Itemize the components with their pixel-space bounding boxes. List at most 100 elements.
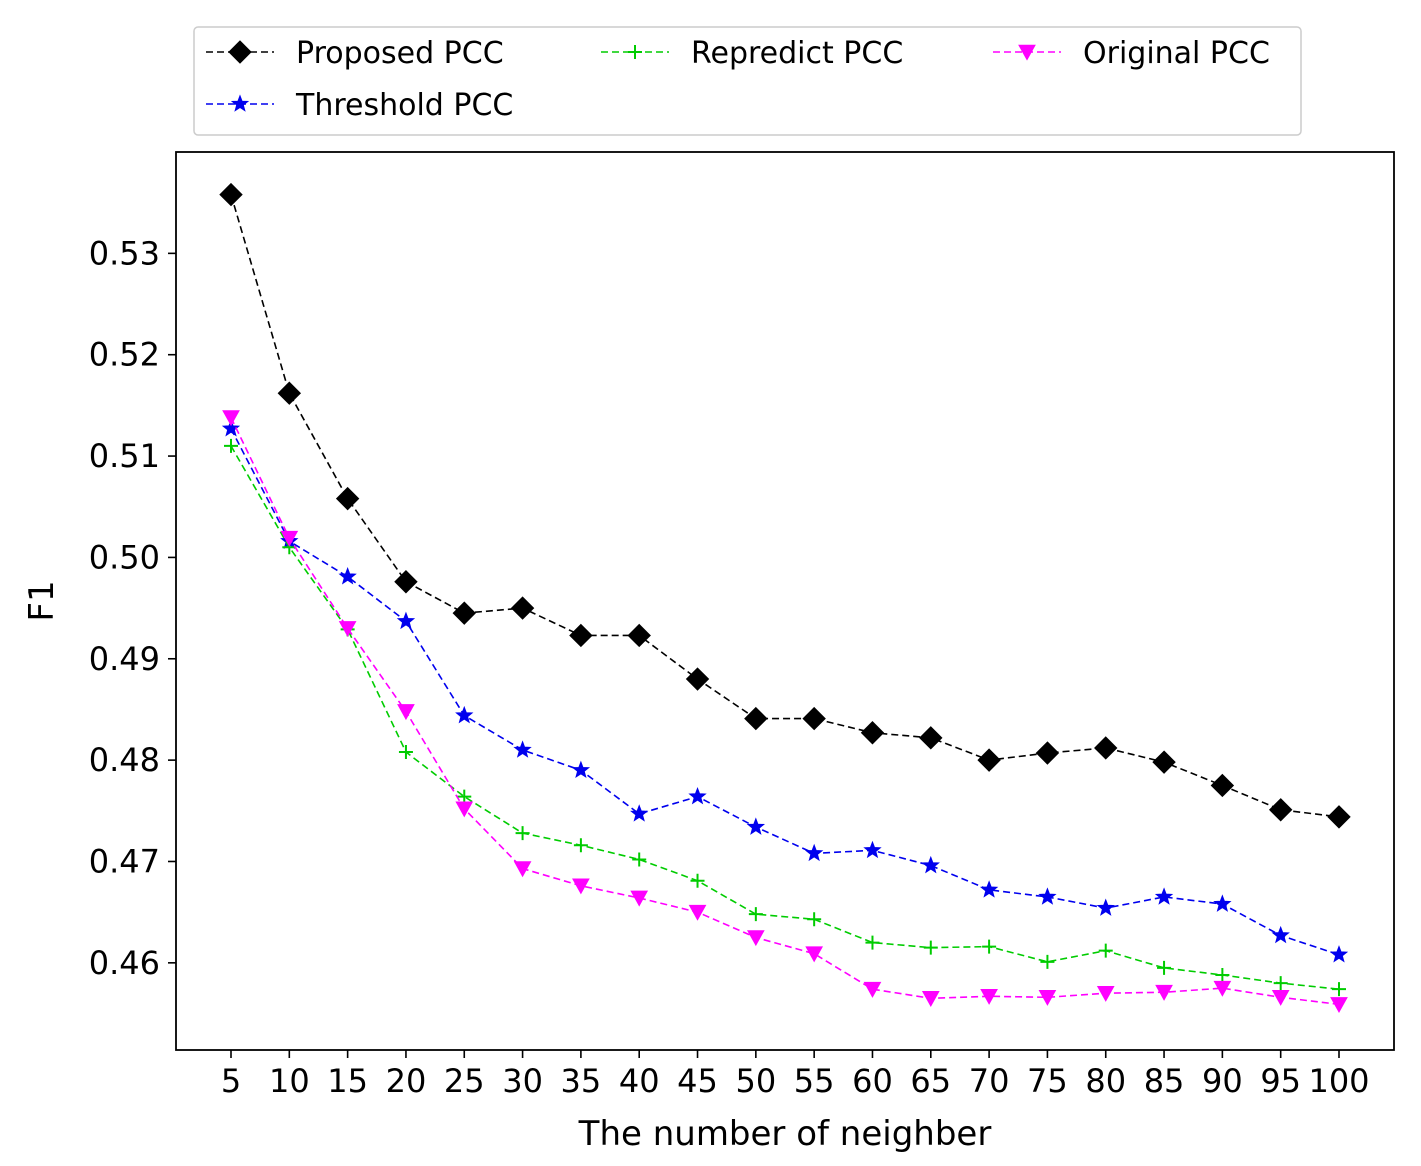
data-point-proposed-pcc: [452, 601, 476, 625]
series-proposed-pcc: [219, 182, 1351, 829]
legend-label: Proposed PCC: [296, 36, 504, 71]
x-tick-label: 40: [619, 1062, 660, 1100]
legend-marker: [230, 94, 250, 112]
data-point-original-pcc: [746, 930, 765, 947]
data-point-original-pcc: [980, 988, 998, 1005]
data-point-repredict-pcc: [1332, 982, 1346, 997]
data-point-original-pcc: [280, 530, 299, 547]
data-point-original-pcc: [222, 410, 240, 427]
data-point-repredict-pcc: [923, 940, 938, 955]
data-point-repredict-pcc: [982, 939, 997, 954]
data-point-repredict-pcc: [1157, 960, 1172, 975]
data-point-original-pcc: [1213, 980, 1232, 997]
data-point-proposed-pcc: [627, 623, 651, 648]
data-point-original-pcc: [1271, 989, 1290, 1006]
legend-marker: [628, 45, 642, 59]
legend-item-repredict-pcc: Repredict PCC: [601, 36, 903, 71]
data-point-proposed-pcc: [569, 623, 593, 648]
data-point-original-pcc: [630, 890, 649, 907]
y-tick-label: 0.51: [89, 437, 160, 475]
data-point-threshold-pcc: [1329, 945, 1349, 963]
data-point-threshold-pcc: [979, 880, 999, 898]
data-point-threshold-pcc: [571, 760, 591, 779]
data-point-proposed-pcc: [510, 596, 535, 620]
legend: Proposed PCC Threshold PCC Repredict PCC Or…: [193, 26, 1302, 136]
data-point-proposed-pcc: [1210, 773, 1235, 798]
y-axis-title: F1: [22, 580, 62, 621]
data-point-repredict-pcc: [224, 438, 238, 453]
data-point-proposed-pcc: [277, 381, 302, 405]
x-tick-label: 55: [794, 1062, 835, 1100]
data-point-threshold-pcc: [338, 567, 357, 585]
legend-item-proposed-pcc: Proposed PCC: [206, 36, 504, 71]
data-point-original-pcc: [863, 981, 882, 998]
data-point-original-pcc: [688, 904, 707, 921]
data-point-proposed-pcc: [1268, 798, 1293, 822]
x-axis-ticks: 5 10 15 20 25 30 35 40 45 50 55 60 65 70 75 80 85 90 95 100: [221, 1050, 1370, 1100]
x-tick-label: 60: [852, 1062, 893, 1100]
legend-label: Repredict PCC: [691, 36, 903, 71]
legend-item-original-pcc: Original PCC: [993, 36, 1270, 71]
data-point-repredict-pcc: [632, 852, 647, 867]
data-point-original-pcc: [921, 991, 940, 1007]
data-point-original-pcc: [1096, 985, 1115, 1002]
data-point-threshold-pcc: [1038, 887, 1057, 905]
x-tick-label: 85: [1144, 1062, 1185, 1100]
x-tick-label: 20: [386, 1062, 427, 1100]
x-tick-label: 15: [327, 1062, 368, 1100]
data-point-threshold-pcc: [863, 840, 882, 859]
data-point-threshold-pcc: [746, 817, 766, 835]
x-axis-title: The number of neighber: [578, 1114, 992, 1154]
data-point-original-pcc: [572, 878, 590, 895]
x-tick-label: 100: [1308, 1062, 1369, 1100]
x-tick-label: 5: [221, 1062, 241, 1100]
data-point-proposed-pcc: [860, 721, 885, 745]
data-point-proposed-pcc: [802, 706, 826, 731]
legend-marker: [1018, 44, 1036, 61]
data-point-threshold-pcc: [1271, 925, 1290, 944]
x-tick-label: 10: [269, 1062, 310, 1100]
series-line-threshold-pcc: [230, 428, 1340, 956]
plot-frame: [175, 151, 1395, 1051]
y-tick-label: 0.52: [89, 336, 160, 374]
data-point-proposed-pcc: [744, 706, 768, 731]
legend-label: Original PCC: [1083, 36, 1270, 71]
data-point-threshold-pcc: [688, 786, 707, 805]
data-point-threshold-pcc: [221, 419, 241, 437]
data-point-original-pcc: [513, 861, 532, 878]
data-point-proposed-pcc: [919, 726, 943, 750]
data-point-proposed-pcc: [394, 570, 418, 594]
data-point-repredict-pcc: [1040, 954, 1055, 969]
x-tick-label: 80: [1085, 1062, 1126, 1100]
data-point-threshold-pcc: [396, 611, 416, 630]
data-point-proposed-pcc: [977, 748, 1001, 772]
series-line-original-pcc: [230, 417, 1340, 1006]
x-tick-label: 30: [502, 1062, 543, 1100]
legend-item-threshold-pcc: Threshold PCC: [206, 88, 513, 123]
y-tick-label: 0.50: [89, 538, 160, 576]
legend-label: Threshold PCC: [295, 88, 513, 123]
data-point-proposed-pcc: [1152, 750, 1176, 774]
data-point-repredict-pcc: [573, 838, 588, 853]
y-tick-label: 0.48: [89, 741, 160, 779]
x-tick-label: 45: [677, 1062, 718, 1100]
data-point-threshold-pcc: [513, 740, 532, 758]
y-axis-ticks: 0.46 0.47 0.48 0.49 0.50 0.51 0.52 0.53: [89, 234, 176, 982]
x-tick-label: 70: [969, 1062, 1010, 1100]
data-point-repredict-pcc: [457, 789, 472, 804]
x-tick-label: 65: [910, 1062, 951, 1100]
data-point-threshold-pcc: [1154, 887, 1174, 905]
data-point-threshold-pcc: [921, 855, 940, 874]
series-line-repredict-pcc: [230, 445, 1340, 990]
series-repredict-pcc: [224, 438, 1346, 997]
data-point-proposed-pcc: [219, 182, 243, 207]
x-tick-label: 50: [735, 1062, 776, 1100]
data-point-threshold-pcc: [1096, 898, 1115, 916]
data-point-repredict-pcc: [1215, 967, 1230, 982]
data-point-repredict-pcc: [690, 873, 705, 888]
x-tick-label: 35: [561, 1062, 602, 1100]
data-point-threshold-pcc: [455, 705, 474, 724]
x-tick-label: 25: [444, 1062, 485, 1100]
data-point-repredict-pcc: [1098, 943, 1113, 958]
